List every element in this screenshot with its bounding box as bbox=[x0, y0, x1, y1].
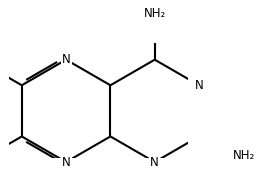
Text: N: N bbox=[62, 155, 70, 169]
Text: N: N bbox=[150, 155, 159, 169]
Text: N: N bbox=[195, 79, 203, 92]
Text: N: N bbox=[62, 53, 70, 66]
Text: NH₂: NH₂ bbox=[233, 149, 255, 162]
Text: NH₂: NH₂ bbox=[144, 7, 166, 20]
